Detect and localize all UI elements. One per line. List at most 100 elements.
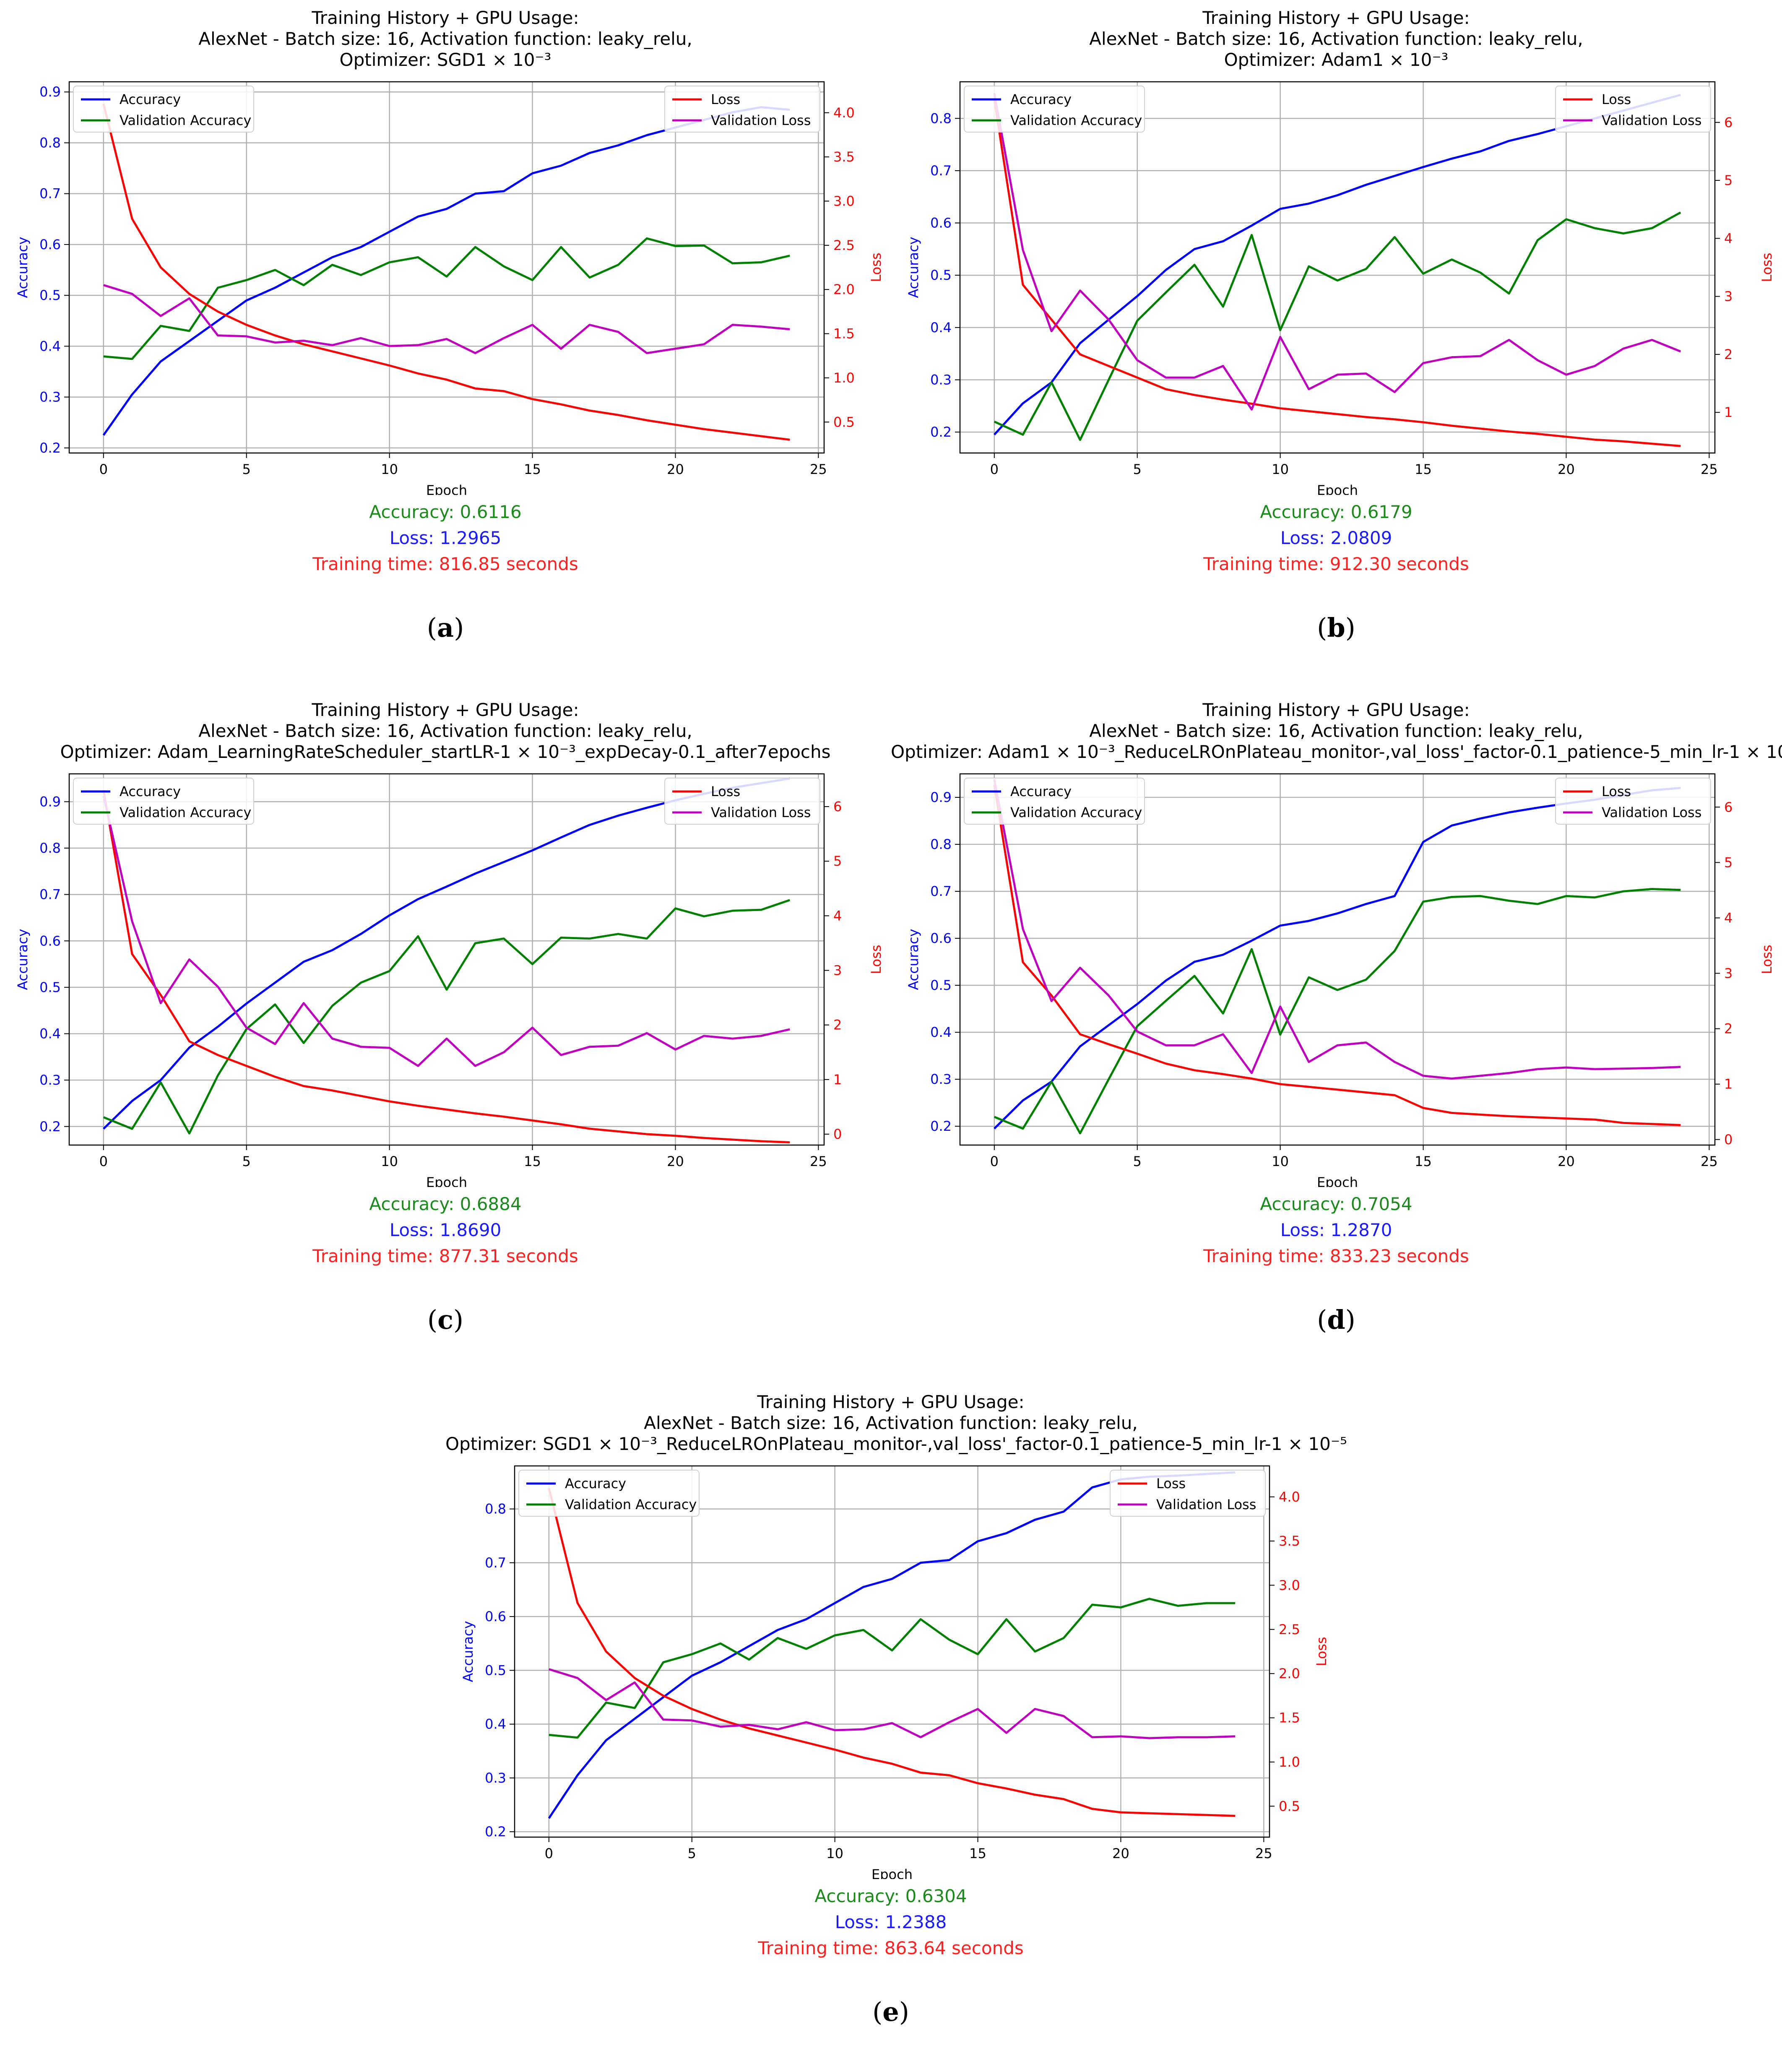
legend-box: [1110, 1470, 1266, 1517]
y2-tick-label: 5: [833, 853, 842, 869]
legend-right: Loss Validation Loss: [1110, 1470, 1266, 1517]
legend-left: Accuracy Validation Accuracy: [73, 778, 254, 825]
series-line-validation-loss: [102, 795, 790, 1067]
y2-tick-label: 3.0: [833, 193, 855, 209]
y2-tick-label: 2: [833, 1017, 842, 1033]
y2-tick-label: 0.5: [1279, 1798, 1300, 1814]
y2-tick-label: 5: [1724, 172, 1733, 188]
y-tick-label: 0.4: [485, 1716, 506, 1732]
chart-title: Training History + GPU Usage: AlexNet - …: [891, 8, 1782, 70]
legend-entry: Accuracy: [1010, 91, 1072, 107]
x-tick-label: 5: [1133, 1153, 1142, 1169]
chart-a: 0 5 10 15 20 25 Epoch 0.2 0.3 0.4 0.5 0.6 0.7 0.8 0.9 A…: [15, 81, 884, 495]
chart-title-line-2: AlexNet - Batch size: 16, Activation fun…: [198, 29, 692, 49]
panel-a: Training History + GPU Usage: AlexNet - …: [0, 0, 891, 688]
series-line-loss: [993, 99, 1681, 447]
x-tick-label: 20: [667, 461, 684, 477]
y-tick-label: 0.5: [39, 979, 61, 995]
chart-title-line-3: Optimizer: Adam1 × 10⁻³_ReduceLROnPlatea…: [891, 742, 1782, 762]
y-tick-label: 0.6: [485, 1609, 506, 1624]
x-tick-label: 5: [242, 1153, 251, 1169]
chart-b: 0 5 10 15 20 25Epoch0.20.30.40.50.60.70.8Accu…: [905, 81, 1775, 495]
x-tick-label: 5: [242, 461, 251, 477]
y-tick-label: 0.8: [39, 840, 61, 856]
chart-c: 0 5 10 15 20 25Epoch0.20.30.40.50.60.70.80.9A…: [15, 773, 884, 1187]
series-line-accuracy: [102, 106, 790, 436]
summary-training-time: Training time: 833.23 seconds: [1203, 1246, 1469, 1266]
y-tick-label: 0.2: [930, 424, 952, 440]
chart-title: Training History + GPU Usage: AlexNet - …: [0, 8, 891, 70]
y2-tick-label: 2.0: [833, 281, 855, 297]
x-tick-label: 10: [1272, 1153, 1289, 1169]
series-line-validation-accuracy: [994, 888, 1681, 1135]
legend-right: Loss Validation Loss: [1555, 86, 1711, 133]
caption-label: e: [882, 1997, 899, 2027]
panel-e: Training History + GPU Usage: AlexNet - …: [445, 1384, 1347, 2072]
series-line-validation-accuracy: [549, 1598, 1236, 1739]
chart-title-line-2: AlexNet - Batch size: 16, Activation fun…: [1089, 29, 1583, 49]
chart-title-line-2: AlexNet - Batch size: 16, Activation fun…: [644, 1413, 1138, 1433]
chart-title-line-1: Training History + GPU Usage:: [1202, 8, 1470, 28]
y2-tick-label: 2.5: [833, 237, 855, 253]
y-tick-label: 0.7: [39, 186, 61, 202]
y-tick-label: 0.3: [39, 1072, 61, 1088]
series-line-validation-loss: [549, 1668, 1236, 1739]
summary-loss: Loss: 1.2870: [1280, 1220, 1392, 1240]
y2-tick-label: 4: [833, 908, 842, 924]
x-tick-label: 10: [826, 1846, 843, 1861]
x-tick-label: 25: [1255, 1846, 1272, 1861]
y-tick-label: 0.6: [930, 215, 952, 231]
y-tick-label: 0.8: [930, 836, 952, 852]
y-tick-label: 0.4: [930, 1024, 952, 1040]
panel-caption: (a): [427, 612, 464, 643]
summary-training-time: Training time: 863.64 seconds: [758, 1938, 1024, 1958]
x-tick-label: 0: [545, 1846, 553, 1861]
summary-accuracy: Accuracy: 0.6304: [814, 1886, 967, 1906]
y-tick-label: 0.9: [39, 84, 61, 100]
legend-entry: Validation Accuracy: [1010, 112, 1142, 128]
chart-title-line-1: Training History + GPU Usage:: [757, 1392, 1025, 1412]
y2-tick-label: 1.5: [1279, 1710, 1300, 1726]
plot-frame: [68, 773, 825, 1146]
x-tick-label: 15: [1415, 1153, 1432, 1169]
y-tick-label: 0.6: [930, 930, 952, 946]
y-axis-label: Accuracy: [905, 237, 921, 298]
y-tick-label: 0.4: [930, 320, 952, 336]
legend-left: Accuracy Validation Accuracy: [518, 1470, 700, 1517]
y2-axis-label: Loss: [868, 252, 884, 282]
chart-title: Training History + GPU Usage: AlexNet - …: [891, 700, 1782, 763]
y2-tick-label: 1.5: [833, 326, 855, 342]
y-axis-label: Accuracy: [460, 1621, 476, 1682]
plot-area: 0 5 10 15 20 25 Epoch 0.2 0.3 0.4 0.5 0.6 0.7 0.8 0.9 A…: [15, 81, 884, 495]
x-tick-label: 15: [969, 1846, 986, 1861]
legend-entry: Accuracy: [565, 1476, 626, 1492]
y-tick-label: 0.8: [39, 135, 61, 151]
y-tick-label: 0.5: [930, 977, 952, 993]
legend-box: [518, 1470, 700, 1517]
plot-frame: [959, 773, 1716, 1146]
x-tick-label: 25: [810, 461, 827, 477]
y-tick-label: 0.7: [930, 163, 952, 179]
legend-entry: Validation Loss: [711, 804, 811, 820]
plot-area: 0 5 10 15 20 25 Epoch 0.2 0.3 0.4 0.5 0.6 0.7 0.8 Accu…: [460, 1465, 1329, 1879]
legend-box: [964, 86, 1145, 133]
legend-entry: Loss: [1602, 91, 1631, 107]
legend-entry: Validation Loss: [1602, 804, 1701, 820]
x-tick-label: 0: [99, 461, 108, 477]
panel-caption: (d): [1317, 1304, 1355, 1335]
legend-box: [664, 86, 820, 133]
caption-label: a: [437, 612, 454, 643]
y2-tick-label: 1: [833, 1072, 842, 1088]
x-tick-label: 10: [1272, 461, 1289, 477]
summary-loss: Loss: 1.8690: [389, 1220, 502, 1240]
y2-tick-label: 2: [1724, 1021, 1733, 1037]
legend-right: Loss Validation Loss: [664, 778, 820, 825]
legend-entry: Validation Accuracy: [120, 804, 251, 820]
legend-entry: Validation Accuracy: [1010, 804, 1142, 820]
legend-entry: Validation Loss: [1602, 112, 1701, 128]
chart-title-line-3: Optimizer: SGD1 × 10⁻³: [339, 49, 552, 70]
summary-a: Accuracy: 0.6116 Loss: 1.2965 Training t…: [0, 499, 891, 577]
legend-box: [73, 778, 254, 825]
series-line-loss: [102, 790, 790, 1143]
y2-tick-label: 6: [833, 799, 842, 815]
